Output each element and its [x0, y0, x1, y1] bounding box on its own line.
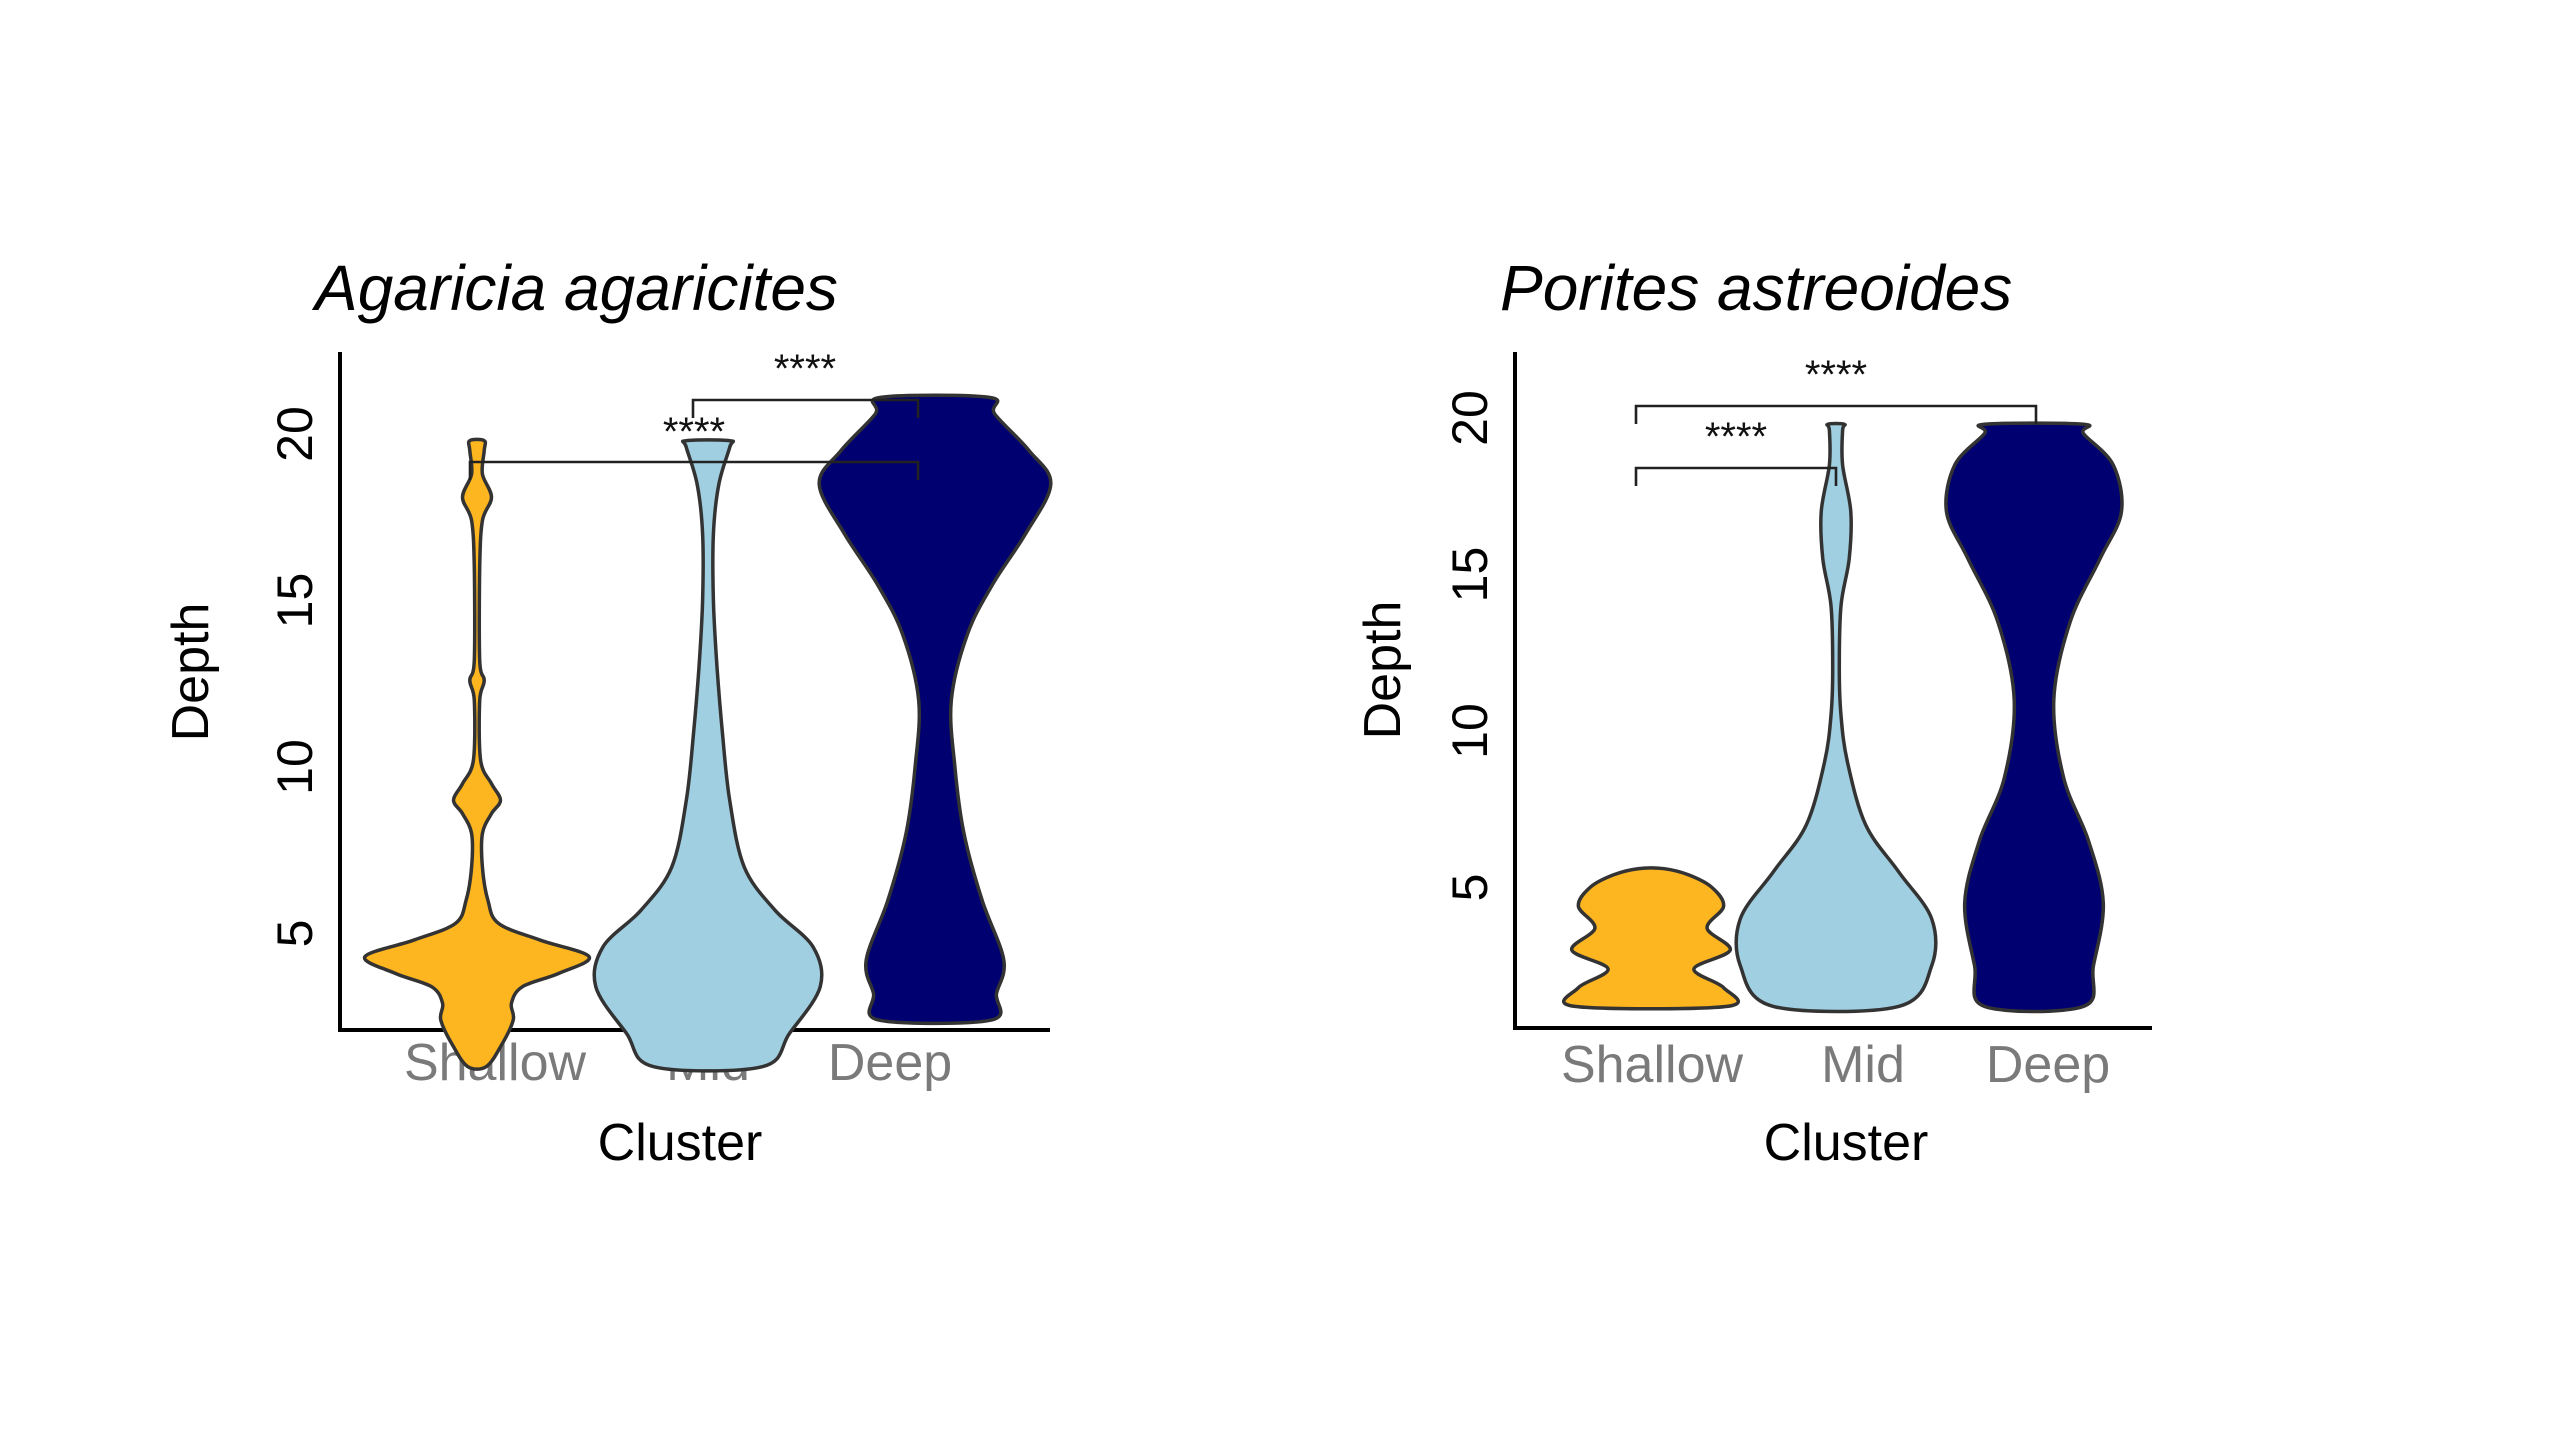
y-tick-label: 15: [1442, 547, 1498, 603]
significance-label: ****: [663, 410, 725, 454]
y-tick-label: 5: [1442, 874, 1498, 902]
chart-title: Agaricia agaricites: [311, 252, 838, 324]
significance-label: ****: [1705, 415, 1767, 459]
y-axis-label: Depth: [1354, 601, 1412, 740]
significance-bracket: [691, 398, 920, 418]
agaricia-panel: Agaricia agaricites5101520DepthClusterSh…: [162, 252, 1053, 1172]
y-axis-label: Depth: [162, 603, 220, 742]
axis-lines: [338, 352, 1050, 1032]
significance-bracket: [1634, 404, 2038, 424]
x-tick-label: Mid: [1821, 1036, 1905, 1094]
violin-mid: [1734, 421, 1938, 1014]
x-tick-label: Shallow: [1561, 1036, 1744, 1094]
significance-bracket: [1634, 466, 1838, 486]
y-tick-label: 5: [267, 920, 323, 948]
chart-title: Porites astreoides: [1500, 252, 2012, 324]
x-axis-label: Cluster: [1764, 1114, 1929, 1172]
violin-deep: [1944, 421, 2124, 1014]
violin-mid: [592, 438, 824, 1073]
y-tick-label: 20: [1442, 390, 1498, 446]
violin-shallow: [363, 437, 591, 1071]
porites-panel: Porites astreoides 5 10 15 20 Depth Cluster Sha…: [1354, 252, 2152, 1172]
y-tick-label: 10: [1442, 703, 1498, 759]
x-tick-label: Deep: [1986, 1036, 2110, 1094]
violin-shallow: [1562, 866, 1740, 1011]
y-tick-label: 20: [267, 406, 323, 462]
significance-bracket: [468, 460, 920, 480]
y-tick-label: 15: [267, 573, 323, 629]
x-tick-label: Deep: [828, 1034, 952, 1092]
x-axis-label: Cluster: [598, 1114, 763, 1172]
violin-deep: [817, 393, 1053, 1026]
axis-lines: [1513, 352, 2152, 1030]
significance-label: ****: [1805, 353, 1867, 397]
y-tick-label: 10: [267, 739, 323, 795]
significance-label: ****: [774, 347, 836, 391]
